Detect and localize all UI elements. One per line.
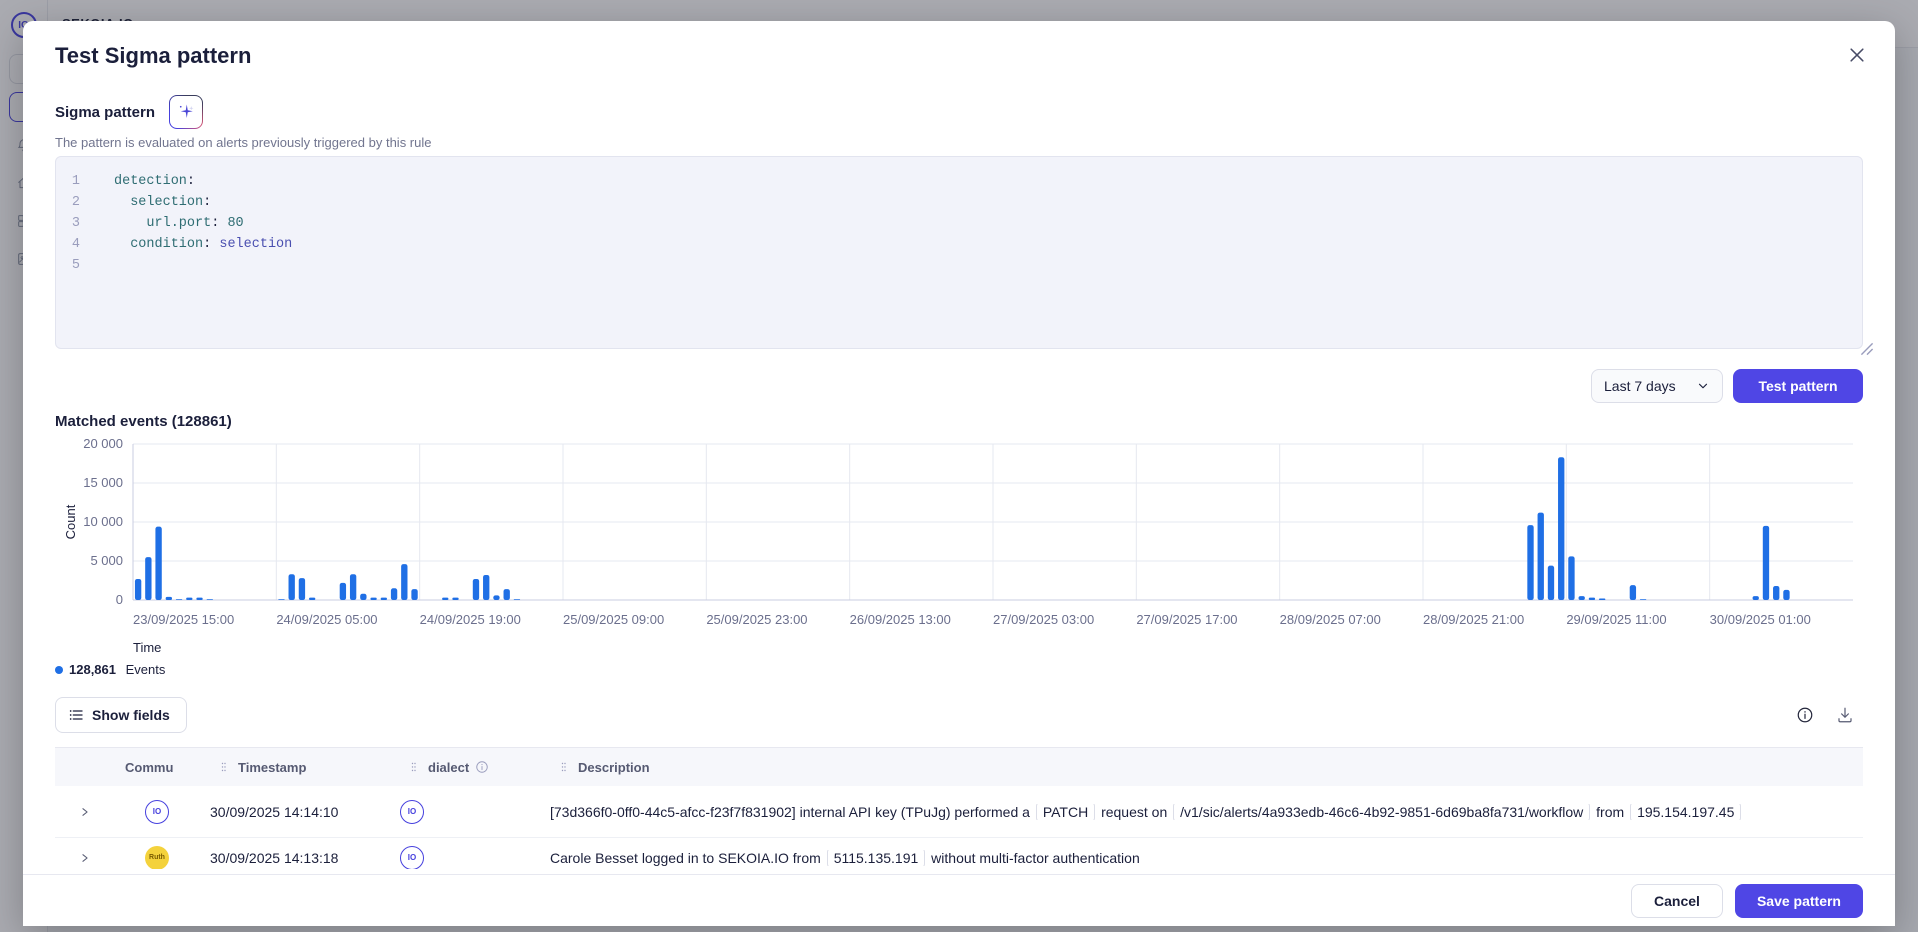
svg-text:25/09/2025 09:00: 25/09/2025 09:00 [563, 612, 664, 627]
svg-text:0: 0 [116, 592, 123, 607]
svg-text:15 000: 15 000 [83, 475, 123, 490]
svg-text:5 000: 5 000 [90, 553, 123, 568]
svg-text:28/09/2025 07:00: 28/09/2025 07:00 [1280, 612, 1381, 627]
svg-text:Time: Time [133, 640, 161, 655]
svg-text:29/09/2025 11:00: 29/09/2025 11:00 [1566, 612, 1666, 627]
svg-text:10 000: 10 000 [83, 514, 123, 529]
svg-text:28/09/2025 21:00: 28/09/2025 21:00 [1423, 612, 1524, 627]
svg-text:24/09/2025 05:00: 24/09/2025 05:00 [276, 612, 377, 627]
svg-text:27/09/2025 03:00: 27/09/2025 03:00 [993, 612, 1094, 627]
svg-text:30/09/2025 01:00: 30/09/2025 01:00 [1710, 612, 1811, 627]
svg-text:26/09/2025 13:00: 26/09/2025 13:00 [850, 612, 951, 627]
svg-text:20 000: 20 000 [83, 436, 123, 451]
svg-text:24/09/2025 19:00: 24/09/2025 19:00 [420, 612, 521, 627]
svg-text:Count: Count [63, 504, 78, 539]
svg-text:25/09/2025 23:00: 25/09/2025 23:00 [706, 612, 807, 627]
svg-text:27/09/2025 17:00: 27/09/2025 17:00 [1136, 612, 1237, 627]
svg-text:23/09/2025 15:00: 23/09/2025 15:00 [133, 612, 234, 627]
